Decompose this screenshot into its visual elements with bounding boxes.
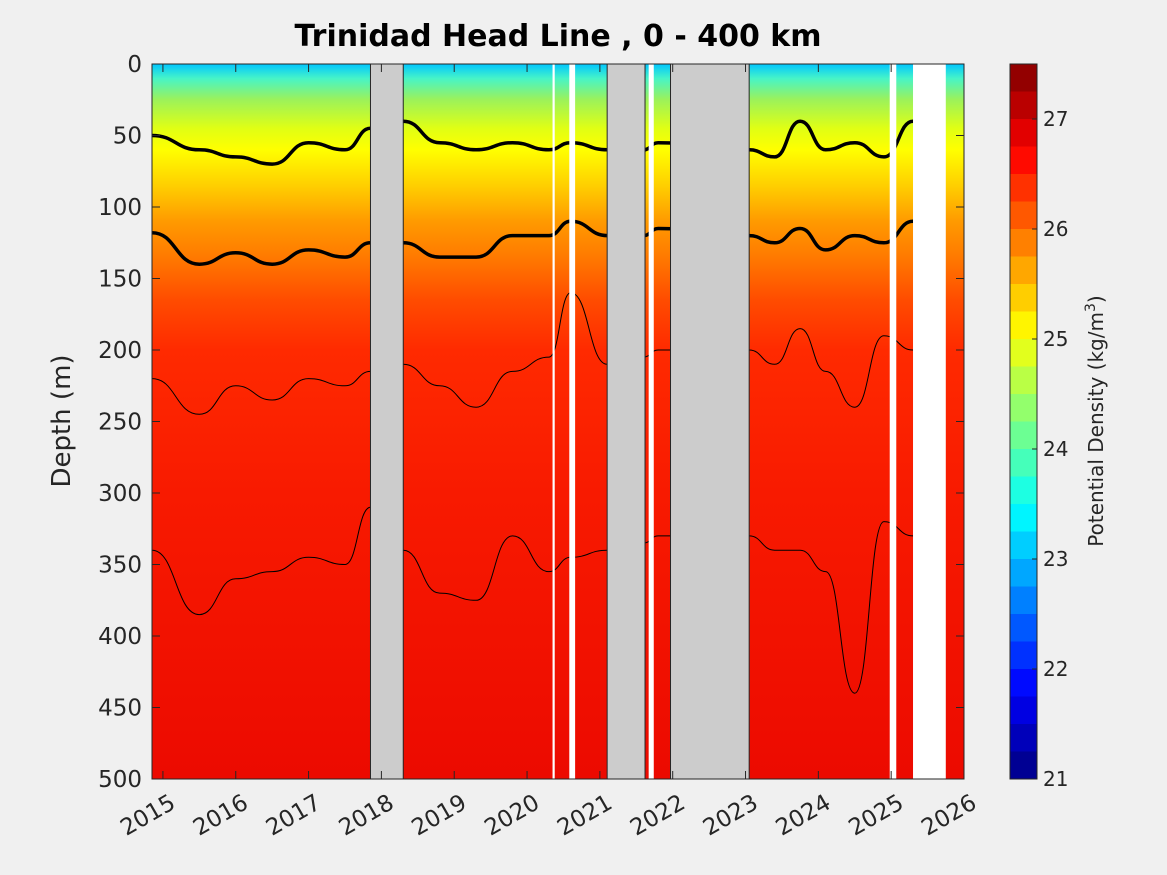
y-axis-label: Depth (m) bbox=[47, 354, 77, 487]
colorbar-tick-label: 24 bbox=[1043, 437, 1068, 461]
x-tick-label: 2021 bbox=[553, 790, 617, 842]
colorbar-step bbox=[1010, 229, 1037, 257]
colorbar-step bbox=[1010, 174, 1037, 202]
colorbar-tick-label: 27 bbox=[1043, 107, 1068, 131]
colorbar-step bbox=[1010, 669, 1037, 697]
no-data-gap bbox=[369, 64, 404, 779]
x-tick-label: 2025 bbox=[844, 790, 908, 842]
colorbar-step bbox=[1010, 641, 1037, 669]
colorbar-step bbox=[1010, 311, 1037, 339]
y-tick-label: 50 bbox=[113, 124, 142, 150]
contour-line-26-5 bbox=[152, 292, 914, 415]
colorbar-step bbox=[1010, 559, 1037, 587]
x-tick-label: 2017 bbox=[262, 790, 326, 842]
colorbar-tick-label: 25 bbox=[1043, 327, 1068, 351]
y-tick-label: 450 bbox=[98, 696, 142, 722]
colorbar-step bbox=[1010, 119, 1037, 147]
y-tick-label: 100 bbox=[98, 195, 142, 221]
colorbar-step bbox=[1010, 696, 1037, 724]
y-tick-label: 350 bbox=[98, 553, 142, 579]
contour-line-26-8 bbox=[152, 506, 914, 694]
colorbar-step bbox=[1010, 64, 1037, 92]
no-data-gap bbox=[670, 64, 750, 779]
chart-title: Trinidad Head Line , 0 - 400 km bbox=[294, 19, 821, 54]
blank-strip bbox=[913, 64, 946, 779]
colorbar-step bbox=[1010, 724, 1037, 752]
x-tick-label: 2026 bbox=[917, 790, 981, 842]
x-tick-label: 2016 bbox=[189, 790, 253, 842]
colorbar-step bbox=[1010, 284, 1037, 312]
y-tick-label: 150 bbox=[98, 267, 142, 293]
density-field bbox=[152, 64, 964, 779]
colorbar-label: Potential Density (kg/m3) bbox=[1083, 295, 1108, 546]
contour-line-26 bbox=[152, 219, 914, 266]
colorbar-step bbox=[1010, 366, 1037, 394]
x-tick-label: 2024 bbox=[772, 790, 836, 842]
colorbar-tick-label: 26 bbox=[1043, 217, 1068, 241]
colorbar-step bbox=[1010, 146, 1037, 174]
y-tick-label: 300 bbox=[98, 481, 142, 507]
x-tick-label: 2018 bbox=[335, 790, 399, 842]
y-axis: 0 50 100 150 200 250 300 350 400 450 500 bbox=[98, 52, 964, 793]
colorbar-step bbox=[1010, 751, 1037, 779]
colorbar-step bbox=[1010, 504, 1037, 532]
y-tick-label: 500 bbox=[98, 767, 142, 793]
no-data-gap bbox=[606, 64, 646, 779]
y-tick-label: 200 bbox=[98, 338, 142, 364]
colorbar-tick-label: 21 bbox=[1043, 767, 1068, 791]
colorbar-tick-label: 23 bbox=[1043, 547, 1068, 571]
x-tick-label: 2019 bbox=[408, 790, 472, 842]
colorbar-tick-label: 22 bbox=[1043, 657, 1068, 681]
colorbar-step bbox=[1010, 476, 1037, 504]
colorbar-step bbox=[1010, 421, 1037, 449]
colorbar-step bbox=[1010, 201, 1037, 229]
y-tick-label: 400 bbox=[98, 624, 142, 650]
colorbar-step bbox=[1010, 614, 1037, 642]
no-data-gaps bbox=[369, 64, 946, 779]
colorbar-step bbox=[1010, 449, 1037, 477]
colorbar-frame bbox=[1009, 63, 1038, 780]
y-tick-label: 250 bbox=[98, 410, 142, 436]
blank-strip bbox=[569, 64, 576, 779]
colorbar: 21 22 23 24 25 26 27 bbox=[1009, 63, 1068, 791]
x-tick-label: 2022 bbox=[626, 790, 690, 842]
x-tick-label: 2023 bbox=[699, 790, 763, 842]
contour-line-25 bbox=[152, 119, 914, 166]
contour-lines bbox=[152, 119, 914, 694]
colorbar-step bbox=[1010, 586, 1037, 614]
colorbar-step bbox=[1010, 394, 1037, 422]
colorbar-step bbox=[1010, 91, 1037, 119]
colorbar-step bbox=[1010, 339, 1037, 367]
colorbar-step bbox=[1010, 256, 1037, 284]
blank-strip bbox=[552, 64, 555, 779]
blank-strip bbox=[889, 64, 897, 779]
blank-strip bbox=[648, 64, 654, 779]
y-tick-label: 0 bbox=[127, 52, 142, 78]
plot-area bbox=[152, 64, 964, 779]
x-tick-label: 2020 bbox=[480, 790, 544, 842]
colorbar-step bbox=[1010, 531, 1037, 559]
x-tick-label: 2015 bbox=[116, 790, 180, 842]
